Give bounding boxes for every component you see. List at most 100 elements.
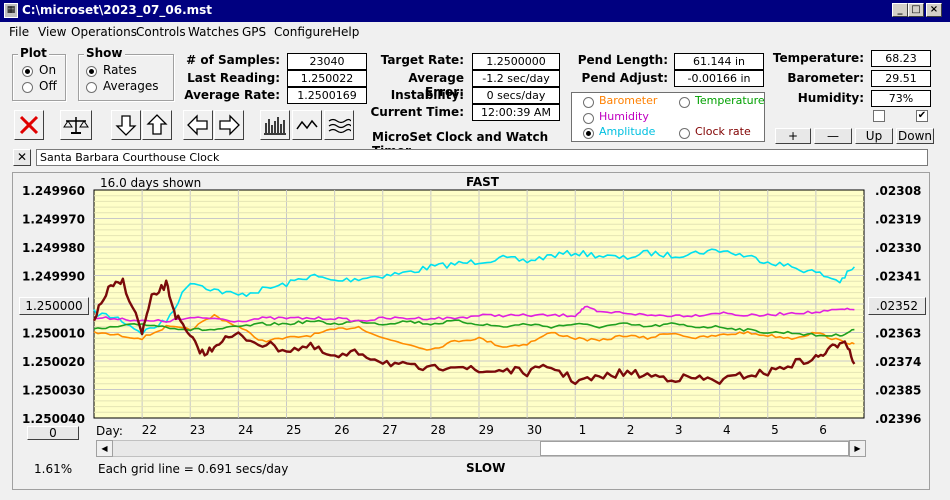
menu-gps[interactable]: GPS xyxy=(242,25,267,39)
series-barometer-label: Barometer xyxy=(599,94,658,107)
pend-length-label: Pend Length: xyxy=(577,53,668,67)
barometer-value: 29.51 xyxy=(871,70,931,87)
scrollbar-thumb[interactable] xyxy=(540,441,849,456)
balance-scale-icon[interactable] xyxy=(60,110,92,140)
show-averages-label: Averages xyxy=(103,79,159,93)
samples-value: 23040 xyxy=(287,53,367,70)
x-tick: 24 xyxy=(238,423,253,437)
show-averages-radio[interactable] xyxy=(86,82,97,93)
x-tick: 2 xyxy=(627,423,635,437)
y-tick-left: 1.250040 xyxy=(22,412,85,426)
series-humidity-label: Humidity xyxy=(599,110,649,123)
series-barometer-radio[interactable] xyxy=(583,97,594,108)
arrow-up-icon[interactable] xyxy=(142,110,172,140)
scale-up-button[interactable]: Up xyxy=(855,128,893,144)
series-temperature-radio[interactable] xyxy=(679,97,690,108)
instability-value: 0 secs/day xyxy=(472,87,560,104)
current-time-label: Current Time: xyxy=(370,105,464,119)
center-rate-button[interactable]: 1.250000 xyxy=(19,297,89,315)
x-tick: 1 xyxy=(579,423,587,437)
menu-view[interactable]: View xyxy=(38,25,67,39)
pend-adjust-label: Pend Adjust: xyxy=(581,71,668,85)
show-rates-radio[interactable] xyxy=(86,66,97,77)
humidity-label: Humidity: xyxy=(797,91,864,105)
samples-label: # of Samples: xyxy=(186,53,280,67)
maximize-button[interactable]: □ xyxy=(908,3,924,17)
menu-operations[interactable]: Operations xyxy=(71,25,137,39)
checkbox-right[interactable]: ✔ xyxy=(916,110,928,122)
x-tick: 28 xyxy=(430,423,445,437)
checkbox-left[interactable] xyxy=(873,110,885,122)
bar-graph-icon[interactable] xyxy=(260,110,290,140)
show-group xyxy=(78,54,174,101)
arrow-left-icon[interactable] xyxy=(183,110,213,140)
plot-off-label: Off xyxy=(39,79,57,93)
scale-down-button[interactable]: Down xyxy=(896,128,934,144)
days-shown-label: 16.0 days shown xyxy=(100,176,202,190)
pend-length-value: 61.144 in xyxy=(674,53,764,70)
average-error-label: Average Error: xyxy=(408,71,464,99)
menu-configure[interactable]: Configure xyxy=(274,25,333,39)
line-graph-icon[interactable] xyxy=(292,110,322,140)
slow-label: SLOW xyxy=(466,461,506,475)
series-amplitude-radio[interactable] xyxy=(583,128,594,139)
series-clock-rate-radio[interactable] xyxy=(679,128,690,139)
y-tick-left: 1.249980 xyxy=(22,241,85,255)
humidity-value: 73% xyxy=(871,90,931,107)
last-reading-label: Last Reading: xyxy=(187,71,280,85)
percent-label: 1.61% xyxy=(34,462,73,476)
right-center-button[interactable]: .02352 xyxy=(868,297,926,315)
wave-graph-icon[interactable] xyxy=(324,110,354,140)
arrow-right-icon[interactable] xyxy=(214,110,244,140)
series-line xyxy=(93,248,855,336)
last-reading-value: 1.250022 xyxy=(287,70,367,87)
calculator-icon[interactable]: ▦ xyxy=(4,3,18,18)
series-line xyxy=(93,313,855,351)
minimize-button[interactable]: _ xyxy=(892,3,908,17)
clear-clock-button[interactable]: ✕ xyxy=(13,149,31,166)
arrow-down-icon[interactable] xyxy=(111,110,141,140)
average-rate-value: 1.2500169 xyxy=(287,87,367,104)
y-tick-left: 1.250030 xyxy=(22,384,85,398)
series-selector xyxy=(571,92,765,142)
series-line xyxy=(93,319,855,337)
scale-plus-button[interactable]: + xyxy=(775,128,811,144)
x-tick: 4 xyxy=(723,423,731,437)
x-tick: 29 xyxy=(479,423,494,437)
menu-controls[interactable]: Controls xyxy=(136,25,186,39)
x-tick: 25 xyxy=(286,423,301,437)
y-tick-right: .02341 xyxy=(875,270,921,284)
y-tick-right: .02308 xyxy=(875,184,921,198)
y-tick-left: 1.250010 xyxy=(22,327,85,341)
graph-panel xyxy=(12,172,930,490)
menu-file[interactable]: File xyxy=(9,25,30,39)
plot-off-radio[interactable] xyxy=(22,82,33,93)
close-window-button[interactable]: × xyxy=(926,3,942,17)
y-tick-right: .02363 xyxy=(875,327,921,341)
y-tick-right: .02396 xyxy=(875,412,921,426)
plot-on-radio[interactable] xyxy=(22,66,33,77)
average-rate-label: Average Rate: xyxy=(184,88,280,102)
plot-on-label: On xyxy=(39,63,57,77)
zero-button[interactable]: 0 xyxy=(27,426,79,440)
day-label: Day: xyxy=(96,424,123,438)
series-amplitude-label: Amplitude xyxy=(599,125,656,138)
clock-name-field[interactable]: Santa Barbara Courthouse Clock xyxy=(36,149,928,166)
title-bar: ▦ C:\microset\2023_07_06.mst _ □ × xyxy=(0,0,950,22)
series-temperature-label: Temperature xyxy=(695,94,765,107)
menu-watches[interactable]: Watches xyxy=(188,25,239,39)
instability-label: Instability: xyxy=(390,88,464,102)
scale-minus-button[interactable]: — xyxy=(814,128,852,144)
scroll-left-icon[interactable]: ◀ xyxy=(96,440,113,457)
scroll-right-icon[interactable]: ▶ xyxy=(849,440,866,457)
x-tick: 22 xyxy=(142,423,157,437)
y-tick-right: .02374 xyxy=(875,355,921,369)
fast-label: FAST xyxy=(466,175,499,189)
x-tick: 30 xyxy=(527,423,542,437)
series-humidity-radio[interactable] xyxy=(583,113,594,124)
grid-note: Each grid line = 0.691 secs/day xyxy=(98,462,289,476)
close-icon[interactable] xyxy=(14,110,44,140)
target-rate-value[interactable]: 1.2500000 xyxy=(472,53,560,70)
menu-help[interactable]: Help xyxy=(332,25,360,39)
x-tick: 3 xyxy=(675,423,683,437)
